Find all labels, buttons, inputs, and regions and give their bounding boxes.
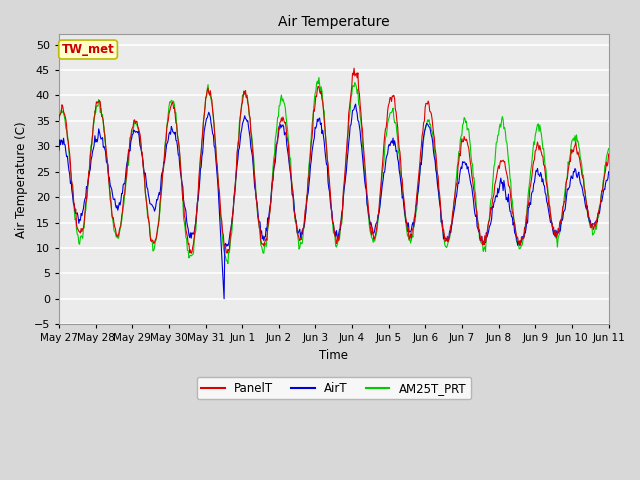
X-axis label: Time: Time [319,349,348,362]
Y-axis label: Air Temperature (C): Air Temperature (C) [15,121,28,238]
Text: TW_met: TW_met [61,43,115,56]
Title: Air Temperature: Air Temperature [278,15,390,29]
Legend: PanelT, AirT, AM25T_PRT: PanelT, AirT, AM25T_PRT [196,377,471,399]
